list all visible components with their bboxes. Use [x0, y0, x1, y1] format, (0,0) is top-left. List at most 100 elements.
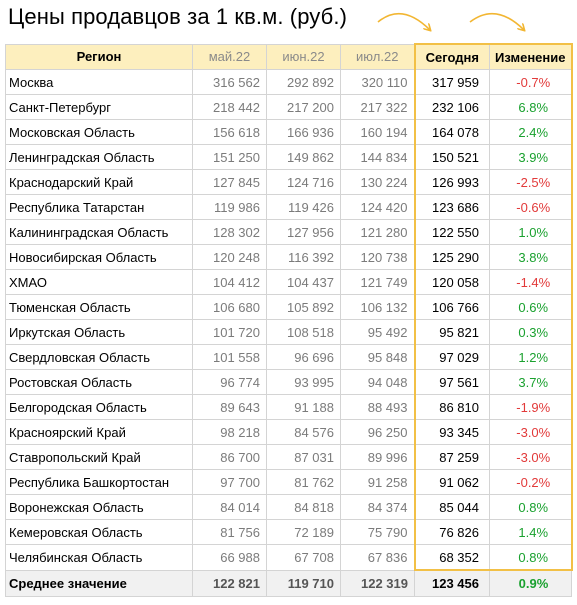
today-cell: 122 550	[413, 219, 490, 245]
may-cell: 66 988	[192, 544, 267, 571]
today-cell: 86 810	[413, 394, 490, 420]
region-cell: Ленинградская Область	[5, 144, 193, 170]
today-cell: 95 821	[413, 319, 490, 345]
jul-cell: 91 258	[340, 469, 415, 495]
table-row: Московская Область 156 618 166 936 160 194 1…	[5, 119, 573, 145]
jun-cell: 81 762	[266, 469, 341, 495]
change-cell: -1.9%	[489, 394, 573, 420]
jun-cell: 217 200	[266, 94, 341, 120]
jun-cell: 87 031	[266, 444, 341, 470]
table-row: Челябинская Область 66 988 67 708 67 836 68 …	[5, 544, 573, 571]
today-cell: 87 259	[413, 444, 490, 470]
today-cell: 232 106	[413, 94, 490, 120]
header-jul: июл.22	[340, 43, 415, 70]
header-region: Регион	[5, 43, 193, 70]
may-cell: 127 845	[192, 169, 267, 195]
may-cell: 104 412	[192, 269, 267, 295]
region-cell: ХМАО	[5, 269, 193, 295]
may-cell: 86 700	[192, 444, 267, 470]
jul-cell: 144 834	[340, 144, 415, 170]
today-cell: 93 345	[413, 419, 490, 445]
region-cell: Московская Область	[5, 119, 193, 145]
region-cell: Кемеровская Область	[5, 519, 193, 545]
header-today: Сегодня	[413, 43, 490, 70]
jun-cell: 93 995	[266, 369, 341, 395]
table-row: Кемеровская Область 81 756 72 189 75 790 76 …	[5, 519, 573, 545]
may-cell: 101 558	[192, 344, 267, 370]
today-cell: 126 993	[413, 169, 490, 195]
change-cell: 1.2%	[489, 344, 573, 370]
table-body: Москва 316 562 292 892 320 110 317 959 -0.7% С…	[5, 69, 573, 571]
region-cell: Ставропольский Край	[5, 444, 193, 470]
header-jun: июн.22	[266, 43, 341, 70]
jul-cell: 84 374	[340, 494, 415, 520]
change-cell: 0.8%	[489, 544, 573, 571]
jul-cell: 96 250	[340, 419, 415, 445]
table-row: Ростовская Область 96 774 93 995 94 048 97 5…	[5, 369, 573, 395]
region-cell: Красноярский Край	[5, 419, 193, 445]
jul-cell: 124 420	[340, 194, 415, 220]
change-cell: -1.4%	[489, 269, 573, 295]
change-cell: -2.5%	[489, 169, 573, 195]
region-cell: Свердловская Область	[5, 344, 193, 370]
jun-cell: 124 716	[266, 169, 341, 195]
change-cell: -0.2%	[489, 469, 573, 495]
footer-today: 123 456	[414, 569, 490, 597]
region-cell: Белгородская Область	[5, 394, 193, 420]
region-cell: Москва	[5, 69, 193, 95]
jul-cell: 120 738	[340, 244, 415, 270]
jun-cell: 104 437	[266, 269, 341, 295]
may-cell: 106 680	[192, 294, 267, 320]
change-cell: 2.4%	[489, 119, 573, 145]
jun-cell: 127 956	[266, 219, 341, 245]
region-cell: Новосибирская Область	[5, 244, 193, 270]
jul-cell: 67 836	[340, 544, 415, 571]
change-cell: -3.0%	[489, 419, 573, 445]
jul-cell: 95 848	[340, 344, 415, 370]
jul-cell: 160 194	[340, 119, 415, 145]
change-cell: 3.8%	[489, 244, 573, 270]
today-cell: 120 058	[413, 269, 490, 295]
table-header-row: Регион май.22 июн.22 июл.22 Сегодня Изме…	[5, 43, 573, 70]
table-footer-row: Среднее значение 122 821 119 710 122 319…	[5, 569, 572, 597]
table-row: Москва 316 562 292 892 320 110 317 959 -0.7%	[5, 69, 573, 95]
jun-cell: 105 892	[266, 294, 341, 320]
may-cell: 156 618	[192, 119, 267, 145]
today-cell: 106 766	[413, 294, 490, 320]
today-cell: 164 078	[413, 119, 490, 145]
jun-cell: 84 818	[266, 494, 341, 520]
header-change: Изменение	[489, 43, 573, 70]
table-row: Свердловская Область 101 558 96 696 95 848 9…	[5, 344, 573, 370]
change-cell: 3.7%	[489, 369, 573, 395]
table-row: ХМАО 104 412 104 437 121 749 120 058 -1.4%	[5, 269, 573, 295]
region-cell: Иркутская Область	[5, 319, 193, 345]
today-cell: 85 044	[413, 494, 490, 520]
jul-cell: 75 790	[340, 519, 415, 545]
may-cell: 128 302	[192, 219, 267, 245]
may-cell: 97 700	[192, 469, 267, 495]
may-cell: 218 442	[192, 94, 267, 120]
table-row: Санкт-Петербург 218 442 217 200 217 322 232 …	[5, 94, 573, 120]
region-cell: Республика Башкортостан	[5, 469, 193, 495]
footer-jun: 119 710	[266, 569, 341, 597]
region-cell: Калининградская Область	[5, 219, 193, 245]
table-row: Ленинградская Область 151 250 149 862 144 8…	[5, 144, 573, 170]
jul-cell: 94 048	[340, 369, 415, 395]
jun-cell: 116 392	[266, 244, 341, 270]
jun-cell: 91 188	[266, 394, 341, 420]
jul-cell: 217 322	[340, 94, 415, 120]
region-cell: Тюменская Область	[5, 294, 193, 320]
may-cell: 98 218	[192, 419, 267, 445]
table-row: Новосибирская Область 120 248 116 392 120 7…	[5, 244, 573, 270]
today-cell: 317 959	[413, 69, 490, 95]
change-cell: 0.6%	[489, 294, 573, 320]
today-cell: 97 029	[413, 344, 490, 370]
today-cell: 68 352	[413, 544, 490, 571]
today-cell: 76 826	[413, 519, 490, 545]
page-title: Цены продавцов за 1 кв.м. (руб.)	[8, 4, 347, 29]
jun-cell: 84 576	[266, 419, 341, 445]
table-row: Калининградская Область 128 302 127 956 121…	[5, 219, 573, 245]
may-cell: 89 643	[192, 394, 267, 420]
jun-cell: 108 518	[266, 319, 341, 345]
arrow-to-change-icon	[469, 12, 524, 30]
